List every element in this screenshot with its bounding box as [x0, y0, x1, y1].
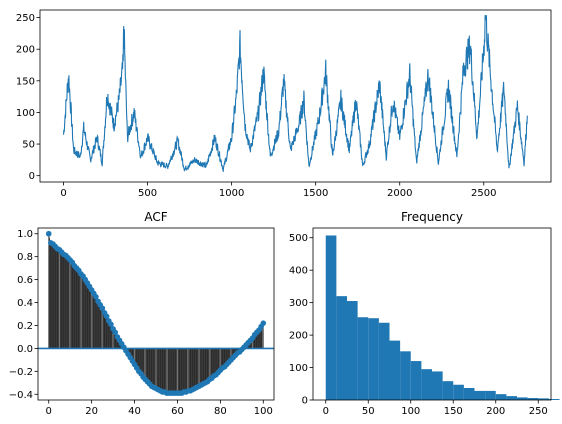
frequency-x-tick-label: 150	[444, 406, 463, 417]
acf-y-tick-label: 1.0	[17, 229, 33, 240]
time-series-x-tick-label: 1000	[219, 188, 244, 199]
frequency-bar	[357, 317, 369, 400]
acf-marker	[45, 230, 52, 237]
frequency-y-tick-label: 100	[289, 363, 308, 374]
frequency-bar	[442, 381, 454, 400]
frequency-y-tick-label: 500	[289, 233, 308, 244]
acf-y-tick-label: 0.4	[17, 298, 33, 309]
frequency-bars	[325, 235, 560, 400]
time-series-x-tick-label: 1500	[303, 188, 328, 199]
frequency-bar	[463, 387, 475, 400]
frequency-bar	[325, 235, 337, 400]
frequency-panel: Frequency 0 50 100 150 200 250 0 100 200 300 400 5…	[289, 210, 560, 417]
frequency-bar	[495, 394, 507, 400]
frequency-bar	[410, 361, 422, 400]
acf-y-tick-label: 0.8	[17, 252, 33, 263]
frequency-bar	[347, 301, 358, 400]
acf-marker	[112, 329, 119, 336]
frequency-x-tick-label: 250	[529, 406, 548, 417]
frequency-y-tick-label: 300	[289, 298, 308, 309]
frequency-bar	[378, 322, 390, 400]
acf-markers	[45, 230, 267, 396]
acf-y-tick-label: 0.2	[17, 321, 33, 332]
frequency-bar	[400, 351, 411, 400]
frequency-bar	[474, 390, 486, 400]
acf-marker	[99, 305, 106, 312]
frequency-y-tick-label: 0	[302, 396, 308, 407]
frequency-y-ticks: 0 100 200 300 400 500	[289, 233, 313, 407]
frequency-bar	[453, 384, 464, 400]
acf-x-tick-label: 40	[128, 406, 141, 417]
time-series-y-tick-label: 100	[16, 108, 35, 119]
frequency-x-tick-label: 50	[362, 406, 375, 417]
frequency-x-ticks: 0 50 100 150 200 250	[323, 400, 548, 417]
time-series-x-tick-label: 0	[60, 188, 66, 199]
frequency-bar	[421, 369, 432, 400]
time-series-path	[62, 14, 528, 172]
acf-title: ACF	[144, 210, 167, 224]
acf-y-ticks: −0.4 −0.2 0.0 0.2 0.4 0.6 0.8 1.0	[9, 229, 38, 401]
time-series-y-tick-label: 150	[16, 76, 35, 87]
frequency-bar	[336, 296, 347, 400]
time-series-panel: 0 500 1000 1500 2000 2500 0 50 100 150 200 250	[16, 9, 552, 199]
frequency-y-tick-label: 200	[289, 331, 308, 342]
frequency-frame	[312, 227, 552, 401]
acf-x-tick-label: 80	[214, 406, 227, 417]
acf-x-tick-label: 20	[85, 406, 98, 417]
frequency-y-tick-label: 400	[289, 266, 308, 277]
frequency-x-tick-label: 200	[486, 406, 505, 417]
time-series-y-tick-label: 0	[29, 171, 35, 182]
acf-marker	[103, 313, 110, 320]
acf-x-tick-label: 100	[254, 406, 273, 417]
acf-x-tick-label: 60	[171, 406, 184, 417]
time-series-y-tick-label: 200	[16, 45, 35, 56]
time-series-frame	[39, 9, 552, 183]
frequency-bar	[368, 318, 379, 400]
acf-marker	[260, 320, 267, 326]
acf-x-ticks: 0 20 40 60 80 100	[46, 400, 273, 417]
time-series-line	[62, 14, 528, 172]
frequency-bar	[432, 371, 443, 400]
frequency-bar	[538, 398, 549, 400]
time-series-y-ticks: 0 50 100 150 200 250	[16, 13, 40, 182]
frequency-bar	[485, 390, 496, 400]
time-series-x-tick-label: 2500	[471, 188, 496, 199]
frequency-bar	[527, 398, 539, 400]
time-series-x-tick-label: 500	[138, 188, 157, 199]
acf-marker	[108, 321, 114, 328]
time-series-x-ticks: 0 500 1000 1500 2000 2500	[60, 182, 496, 199]
frequency-bar	[506, 396, 517, 400]
time-series-x-tick-label: 2000	[387, 188, 412, 199]
acf-x-tick-label: 0	[46, 406, 52, 417]
acf-marker	[93, 294, 99, 300]
frequency-bar	[548, 399, 560, 400]
time-series-y-tick-label: 50	[22, 140, 35, 151]
acf-y-tick-label: 0.6	[17, 275, 33, 286]
acf-y-tick-label: −0.2	[9, 367, 33, 378]
frequency-title: Frequency	[401, 210, 463, 224]
frequency-bar	[389, 340, 401, 400]
frequency-x-tick-label: 100	[401, 406, 420, 417]
frequency-bar	[517, 397, 528, 400]
acf-frame	[37, 227, 275, 401]
acf-y-tick-label: 0.0	[17, 344, 33, 355]
acf-y-tick-label: −0.4	[9, 390, 33, 401]
acf-panel: ACF 0 20 40 60 80 100 −0.4 −0.2 0.0 0.2 0.4 0.6 0.8…	[9, 210, 275, 417]
time-series-y-tick-label: 250	[16, 13, 35, 24]
frequency-x-tick-label: 0	[323, 406, 329, 417]
